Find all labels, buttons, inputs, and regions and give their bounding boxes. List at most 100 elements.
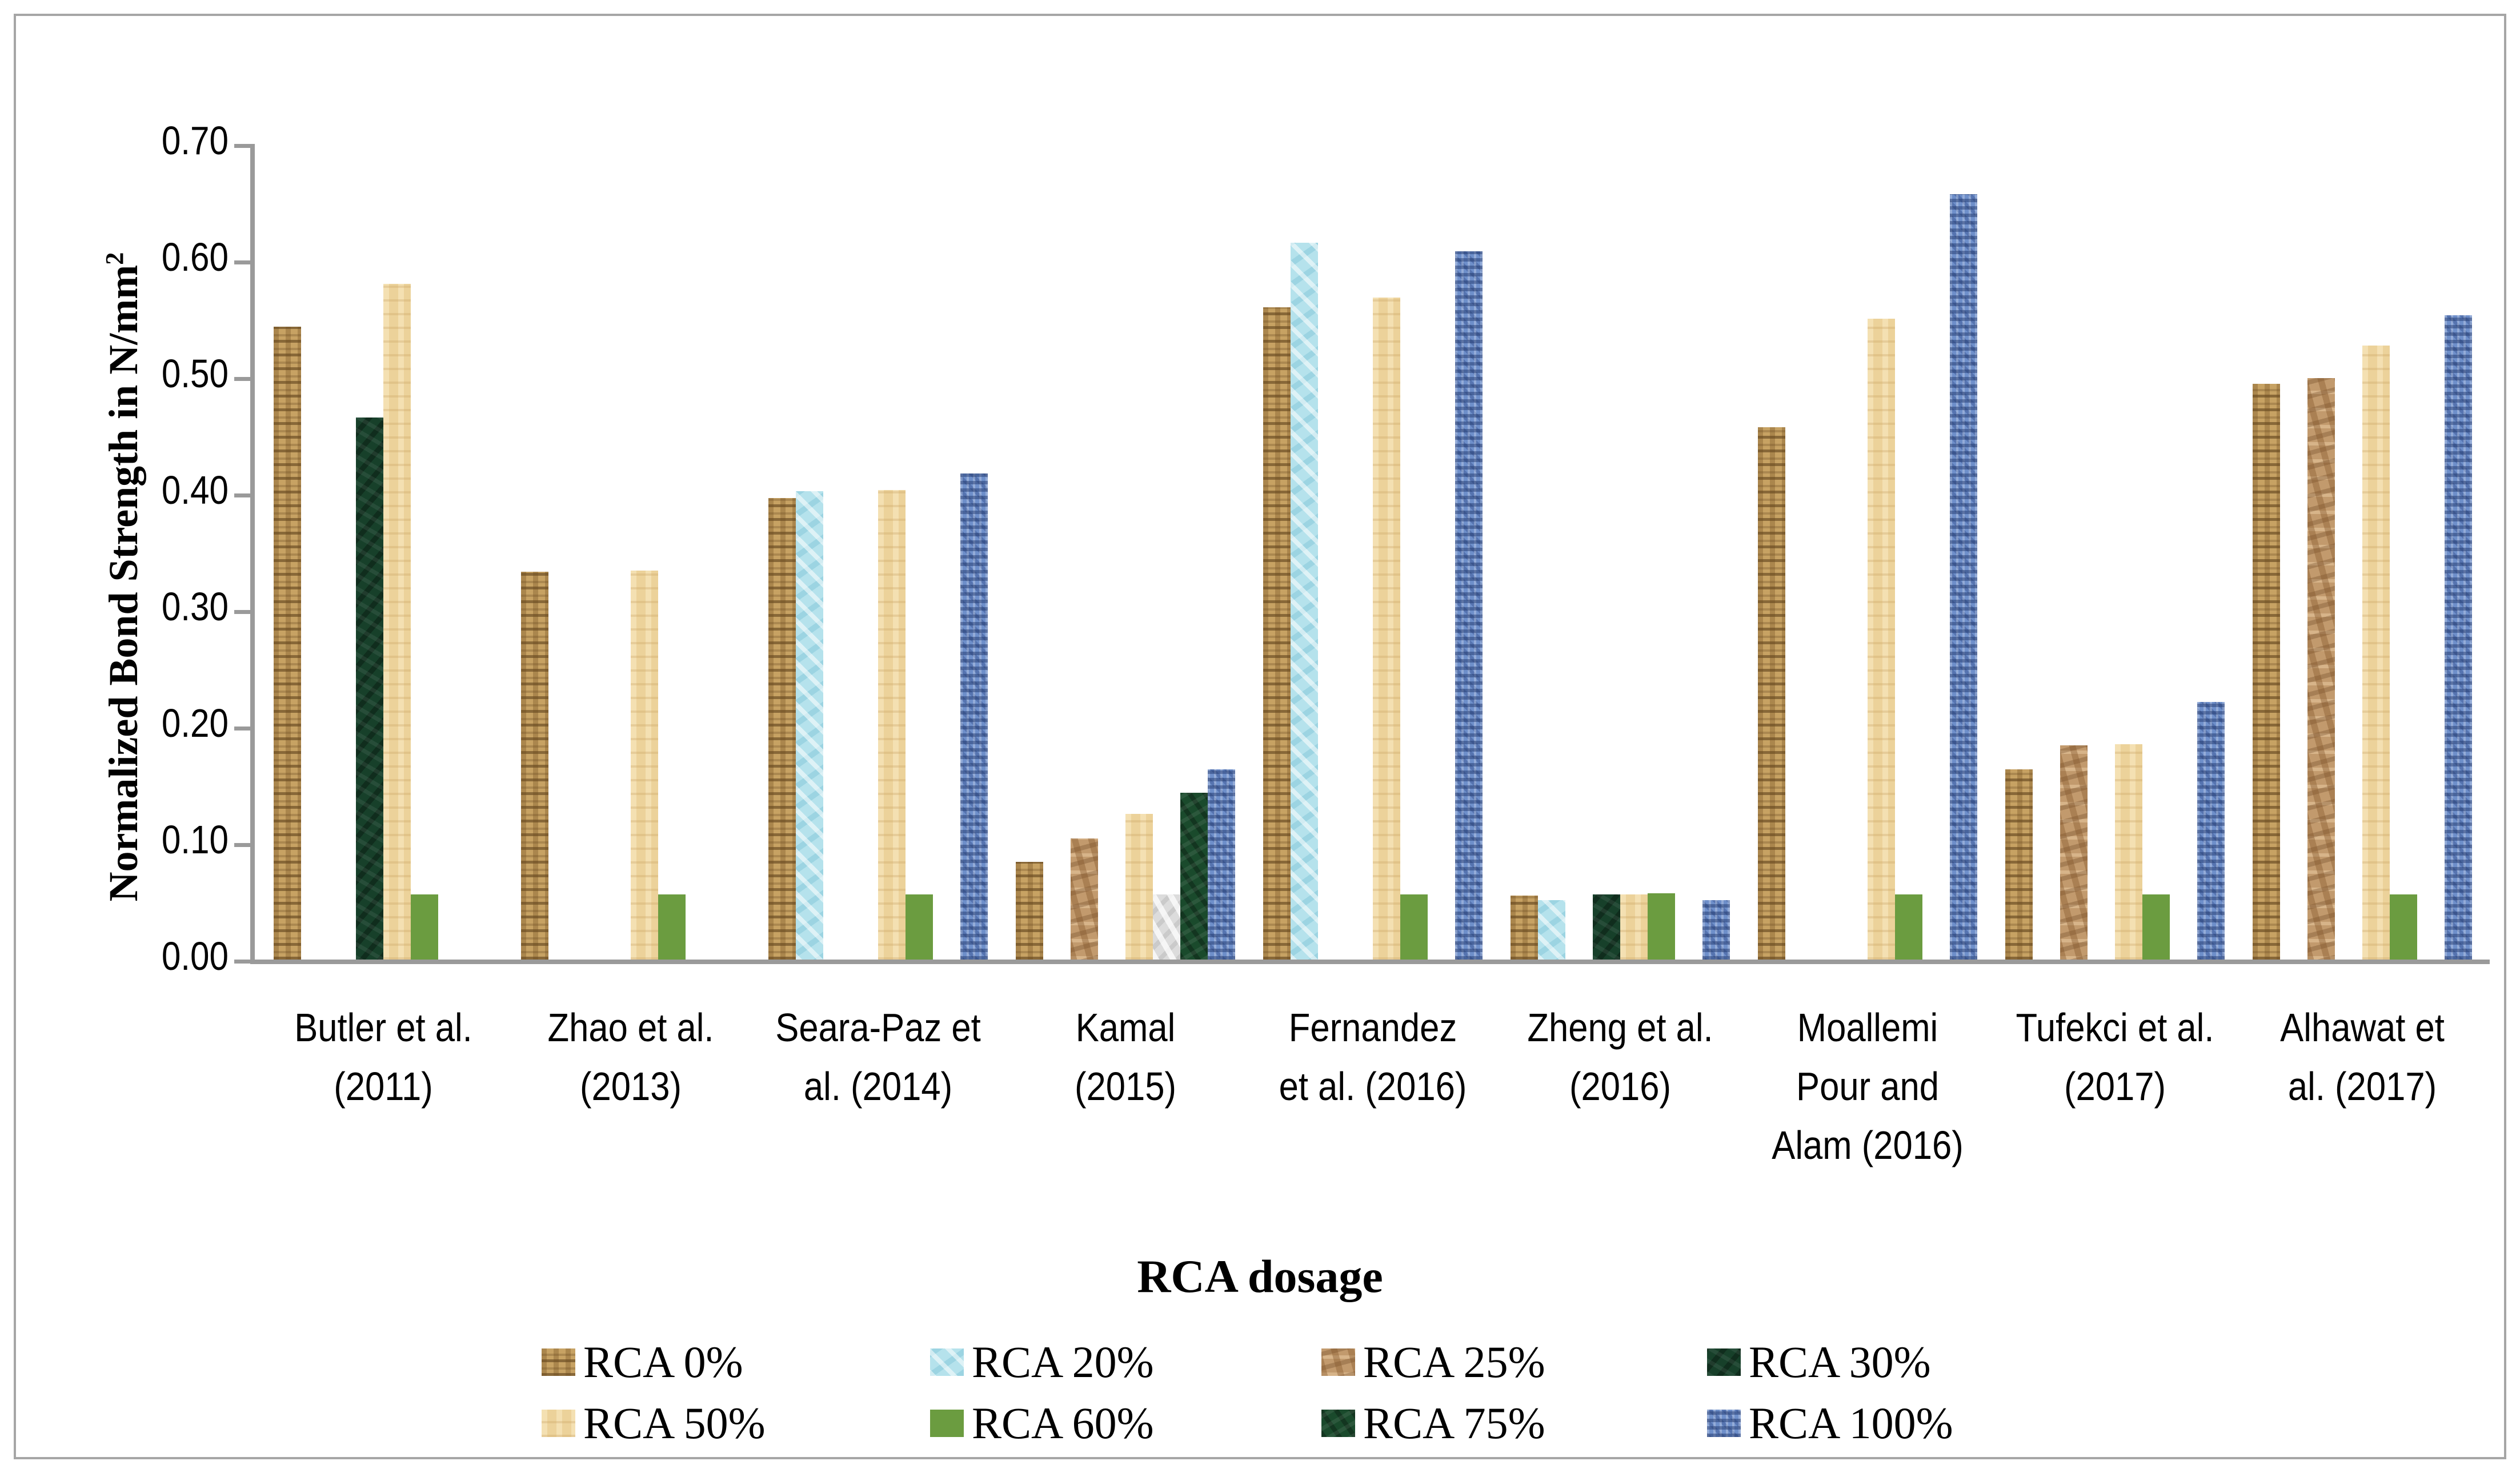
x-category-label-line: Fernandez [1288,1005,1457,1050]
x-category-label-line: Kamal [1075,1005,1176,1050]
bar-rca0-group1 [274,327,301,960]
bar-rca100-group8 [2197,702,2225,960]
legend-label-rca20: RCA 20% [972,1337,1154,1387]
y-tick-mark [234,843,250,847]
x-category-label: Seara-Paz et al. (2014) [727,998,1029,1116]
legend-item-rca20: RCA 20% [930,1336,1154,1388]
y-tick-mark [234,493,250,497]
bar-rca30-group1 [356,418,383,960]
bar-rca100-group6 [1702,900,1730,960]
x-category-label-line: (2013) [579,1064,682,1109]
x-category-label: Alhawat et al. (2017) [2211,998,2513,1116]
bar-rca75-group4 [1180,793,1208,960]
bar-rca20-group6 [1538,900,1565,960]
legend-swatch-rca100 [1707,1410,1741,1437]
bar-rca100-group9 [2445,315,2472,960]
bar-rca25-group9 [2307,378,2335,960]
legend-label-rca60: RCA 60% [972,1398,1154,1448]
bar-rca60-group5 [1400,894,1428,960]
legend-label-rca75: RCA 75% [1363,1398,1545,1448]
x-category-label-line: al. (2017) [2287,1064,2437,1109]
bar-rca50-group9 [2362,346,2390,960]
bar-rca50-group7 [1868,319,1895,960]
bar-rca30-group6 [1593,894,1620,960]
y-tick-mark [234,144,250,148]
y-tick-mark [234,610,250,614]
bar-rca50-group3 [878,490,906,960]
bar-rca50-group4 [1125,814,1153,960]
bar-rca60-group8 [2142,894,2170,960]
legend-item-rca100: RCA 100% [1707,1398,1953,1449]
y-tick-label: 0.60 [161,235,229,279]
legend-item-rca60: RCA 60% [930,1398,1154,1449]
legend-label-rca30: RCA 30% [1749,1337,1931,1387]
legend-swatch-rca20 [930,1348,964,1376]
legend-item-rca75: RCA 75% [1321,1398,1545,1449]
x-category-label-line: Moallemi [1797,1005,1938,1050]
x-category-label-line: Zheng et al. [1527,1005,1713,1050]
bar-rca50-group6 [1620,894,1648,960]
y-tick-label: 0.30 [161,584,229,629]
bar-rca0-group2 [521,572,548,960]
x-axis-title: RCA dosage [1137,1250,1383,1302]
bar-rca100-group5 [1455,251,1483,960]
legend-swatch-rca0 [542,1348,575,1376]
bar-rca25-group4 [1071,838,1098,960]
bar-rca20-group5 [1291,243,1318,960]
x-category-label: Tufekci et al. (2017) [1964,998,2266,1116]
y-tick-mark [234,377,250,381]
x-category-label-line: Seara-Paz et [775,1005,981,1050]
figure: Normalized Bond Strength in N/mm2 RCA do… [14,14,2506,1459]
x-category-label-line: (2015) [1074,1064,1177,1109]
x-category-label-line: (2016) [1569,1064,1672,1109]
x-category-label-line: (2011) [334,1064,433,1109]
x-category-label: Zhao et al. (2013) [480,998,782,1116]
y-axis-line [250,144,255,964]
bar-rca60-group9 [2390,894,2417,960]
bar-rca0-group5 [1263,307,1291,960]
x-category-label-line: al. (2014) [803,1064,953,1109]
x-category-label: Fernandez et al. (2016) [1222,998,1524,1116]
x-category-label-line: Pour and [1796,1064,1940,1109]
legend-item-rca25: RCA 25% [1321,1336,1545,1388]
x-category-label: Zheng et al. (2016) [1469,998,1771,1116]
bar-rca100-group4 [1208,769,1235,960]
legend-item-rca0: RCA 0% [542,1336,743,1388]
x-category-label: Moallemi Pour and Alam (2016) [1717,998,2018,1175]
bar-rca0-group7 [1758,427,1785,960]
bar-rca50-group2 [631,571,658,960]
y-tick-mark [234,727,250,731]
x-category-label-line: Tufekci et al. [2016,1005,2214,1050]
bar-rca0-group4 [1016,862,1043,960]
bar-gray60-group4 [1153,894,1180,960]
legend-label-rca100: RCA 100% [1749,1398,1953,1448]
bar-rca60-group2 [658,894,686,960]
x-category-label-line: Alhawat et [2280,1005,2445,1050]
bar-rca50-group8 [2115,744,2142,960]
bar-rca50-group5 [1373,298,1400,960]
legend-swatch-rca30 [1707,1348,1741,1376]
bar-rca100-group7 [1950,194,1977,960]
legend-swatch-rca60 [930,1410,964,1437]
bar-rca100-group3 [960,473,988,960]
y-tick-mark [234,260,250,264]
x-category-label-line: Alam (2016) [1772,1123,1964,1167]
bar-rca0-group6 [1511,896,1538,960]
x-category-label-line: (2017) [2064,1064,2166,1109]
legend-item-rca30: RCA 30% [1707,1336,1931,1388]
y-tick-label: 0.40 [161,468,229,512]
y-tick-label: 0.00 [161,934,229,978]
legend-swatch-rca25 [1321,1348,1355,1376]
bar-rca25-group8 [2060,745,2088,960]
legend-label-rca0: RCA 0% [583,1337,743,1387]
x-category-label: Kamal (2015) [975,998,1276,1116]
legend-item-rca50: RCA 50% [542,1398,766,1449]
y-tick-label: 0.20 [161,701,229,745]
x-category-label-line: Zhao et al. [547,1005,714,1050]
y-tick-label: 0.70 [161,118,229,163]
legend-label-rca25: RCA 25% [1363,1337,1545,1387]
y-tick-label: 0.50 [161,351,229,396]
bar-rca0-group9 [2253,384,2280,960]
y-tick-mark [234,960,250,964]
bar-rca60-group3 [906,894,933,960]
